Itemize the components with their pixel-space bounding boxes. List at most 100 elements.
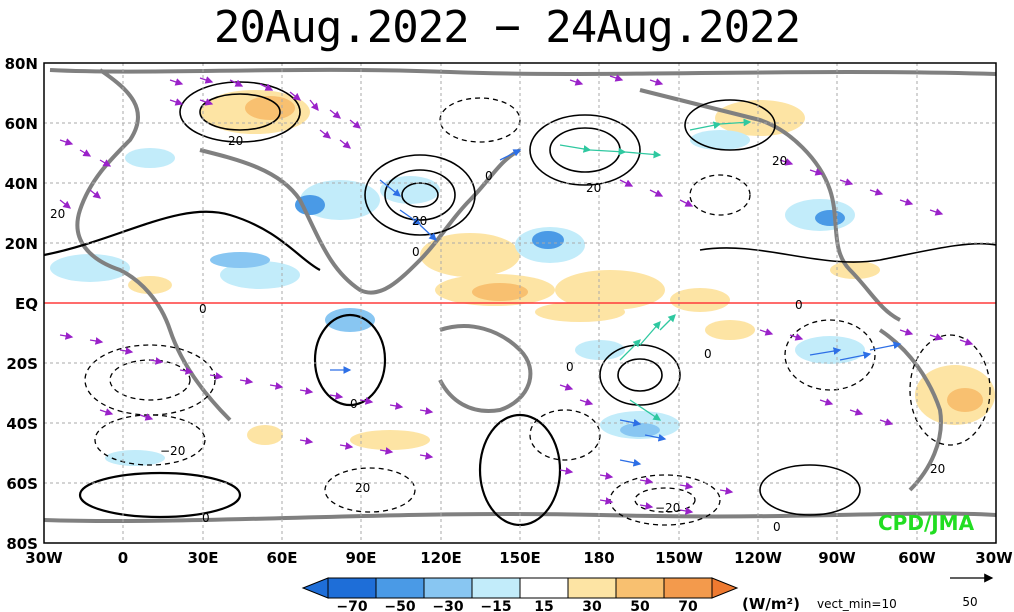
colorbar-segment [615, 577, 665, 599]
lon-tick-label: 150W [655, 549, 703, 567]
contour-positive [617, 358, 663, 392]
streamfunction-contours [44, 81, 996, 527]
coastline-north-america [639, 88, 901, 322]
colorbar-segment [663, 577, 713, 599]
lon-tick-label: 120W [734, 549, 782, 567]
contour-label: 0 [566, 360, 574, 374]
contour-label: 0 [704, 347, 712, 361]
contour-label: 20 [50, 207, 65, 221]
negative-anomaly-patch [690, 130, 750, 150]
colorbar-segment [711, 577, 739, 599]
lon-tick-label: 0 [118, 549, 128, 567]
lat-tick-label: 40S [6, 415, 38, 433]
lat-tick-label: 40N [5, 175, 38, 193]
colorbar-tick-label: −30 [432, 599, 463, 612]
colorbar-tick-label: 70 [678, 599, 698, 612]
positive-anomaly-patch [705, 320, 755, 340]
contour-positive [199, 93, 281, 131]
contour-label: 0 [773, 520, 781, 534]
negative-anomaly-patch [50, 254, 130, 282]
contour-negative [634, 487, 696, 513]
vector-minimum-note: vect_min=10 [817, 597, 897, 611]
coastlines [44, 67, 996, 524]
colorbar-units: (W/m²) [742, 595, 800, 612]
colorbar-ticks: −70 −50 −30 −15 15 30 50 70 [336, 599, 698, 612]
colorbar-tick-label: −15 [480, 599, 511, 612]
lon-tick-label: 60W [898, 549, 936, 567]
lat-tick-label: 80S [6, 535, 38, 553]
contour-label: 20 [355, 481, 370, 495]
coastline-south-america [878, 328, 943, 492]
contour-negative [94, 414, 206, 466]
positive-anomaly-patch [350, 430, 430, 450]
contour-label: 0 [412, 245, 420, 259]
positive-anomaly-patch [420, 233, 520, 277]
lon-tick-label: 180 [583, 549, 614, 567]
coastline-asia [199, 148, 521, 295]
contour-negative [784, 319, 876, 391]
contour-zero [313, 313, 387, 407]
contour-label: 0 [350, 397, 358, 411]
colorbar-segment [423, 577, 473, 599]
contour-negative [324, 467, 416, 513]
colorbar-segment [375, 577, 425, 599]
negative-anomaly-patch [125, 148, 175, 168]
negative-anomaly-patch [210, 252, 270, 268]
contour-negative [689, 174, 751, 216]
contour-positive [684, 99, 776, 151]
negative-anomaly-patch [105, 450, 165, 466]
longitude-axis: 30W 0 30E 60E 90E 120E 150E 180 150W 120… [25, 549, 1013, 567]
contour-zero [44, 210, 321, 271]
contour-label: 20 [772, 154, 787, 168]
lat-tick-label: EQ [15, 295, 38, 313]
plot-frame [43, 62, 997, 544]
contour-positive [529, 114, 641, 186]
coastline-antarctica [44, 511, 996, 524]
contour-label: −20 [160, 444, 185, 458]
colorbar-segment [327, 577, 377, 599]
contour-label: 0 [199, 302, 207, 316]
negative-anomaly-patch [795, 336, 865, 364]
negative-anomaly-patch [380, 176, 440, 204]
contour-label: 0 [202, 511, 210, 525]
lon-tick-label: 120E [420, 549, 462, 567]
colorbar-segment [567, 577, 617, 599]
negative-anomaly-patch [575, 340, 625, 360]
positive-anomaly-patch [472, 283, 528, 301]
lat-tick-label: 80N [5, 55, 38, 73]
contour-label: −20 [655, 501, 680, 515]
coastline-australia [438, 324, 533, 413]
contour-positive [759, 464, 861, 516]
colorbar-tick-label: 15 [534, 599, 553, 612]
lat-tick-label: 60N [5, 115, 38, 133]
positive-anomaly-patch [947, 388, 983, 412]
lon-tick-label: 30E [187, 549, 218, 567]
negative-anomaly-patch [532, 231, 564, 249]
contour-positive [401, 182, 439, 208]
flux-vectors [59, 74, 974, 515]
contour-label: 20 [412, 214, 427, 228]
colorbar-segment [519, 577, 569, 599]
latitude-axis: 80N 60N 40N 20N EQ 20S 40S 60S 80S [5, 55, 38, 553]
contour-label: 20 [228, 134, 243, 148]
contour-positive [364, 154, 476, 236]
reference-vector-value: 50 [962, 595, 977, 609]
negative-anomaly-patch [295, 195, 325, 215]
lon-tick-label: 90E [345, 549, 376, 567]
colorbar [301, 577, 739, 599]
colorbar-tick-label: −50 [384, 599, 415, 612]
colorbar-segment [301, 577, 329, 599]
coastline-arctic [49, 67, 996, 76]
lat-tick-label: 60S [6, 475, 38, 493]
positive-anomaly-patch [670, 288, 730, 312]
lon-tick-label: 90W [818, 549, 856, 567]
contour-label: 0 [485, 169, 493, 183]
colorbar-tick-label: 50 [630, 599, 650, 612]
positive-anomaly-patch [830, 261, 880, 279]
contour-zero [78, 471, 242, 519]
contour-positive [699, 242, 996, 263]
negative-anomaly-patch [815, 210, 845, 226]
colorbar-tick-label: −70 [336, 599, 367, 612]
contour-label: 20 [930, 462, 945, 476]
